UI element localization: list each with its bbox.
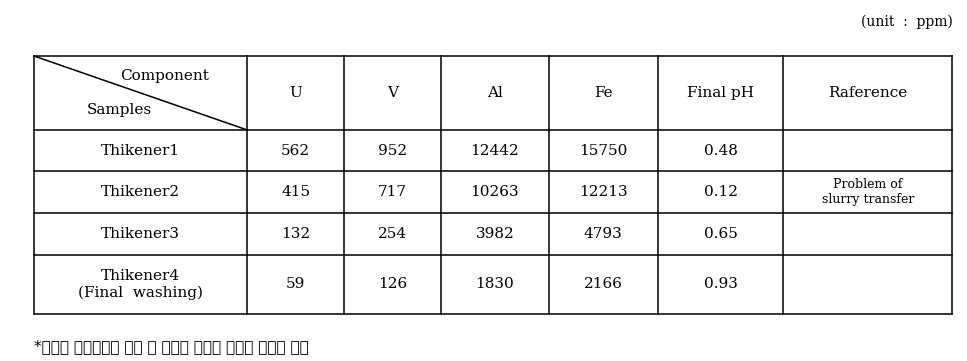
Text: Component: Component (120, 69, 209, 83)
Text: *슬러리 이송펜프의 고장 및 문제로 인하여 과도한 세첵수 투입: *슬러리 이송펜프의 고장 및 문제로 인하여 과도한 세첵수 투입 (34, 339, 308, 355)
Text: 4793: 4793 (584, 227, 623, 241)
Text: Final pH: Final pH (687, 86, 754, 100)
Text: Samples: Samples (87, 103, 152, 117)
Text: 0.65: 0.65 (704, 227, 738, 241)
Text: 126: 126 (378, 277, 407, 291)
Text: (unit  :  ppm): (unit : ppm) (861, 14, 952, 29)
Text: 2166: 2166 (584, 277, 623, 291)
Text: 0.12: 0.12 (704, 185, 738, 199)
Text: 1830: 1830 (476, 277, 514, 291)
Text: 254: 254 (378, 227, 407, 241)
Text: Thikener4
(Final  washing): Thikener4 (Final washing) (78, 269, 203, 300)
Text: Thikener2: Thikener2 (101, 185, 180, 199)
Text: 59: 59 (286, 277, 306, 291)
Text: Problem of
slurry transfer: Problem of slurry transfer (822, 178, 914, 206)
Text: Thikener1: Thikener1 (101, 144, 180, 158)
Text: 12213: 12213 (579, 185, 628, 199)
Text: 3982: 3982 (476, 227, 514, 241)
Text: 562: 562 (281, 144, 310, 158)
Text: 12442: 12442 (471, 144, 519, 158)
Text: Thikener3: Thikener3 (101, 227, 180, 241)
Text: 952: 952 (378, 144, 407, 158)
Text: 0.48: 0.48 (704, 144, 738, 158)
Text: 132: 132 (281, 227, 310, 241)
Text: 15750: 15750 (579, 144, 628, 158)
Text: U: U (289, 86, 302, 100)
Text: Fe: Fe (594, 86, 613, 100)
Text: 415: 415 (281, 185, 310, 199)
Text: 0.93: 0.93 (704, 277, 738, 291)
Text: V: V (387, 86, 397, 100)
Text: 717: 717 (378, 185, 407, 199)
Text: Raference: Raference (829, 86, 908, 100)
Text: 10263: 10263 (471, 185, 519, 199)
Text: Al: Al (487, 86, 503, 100)
